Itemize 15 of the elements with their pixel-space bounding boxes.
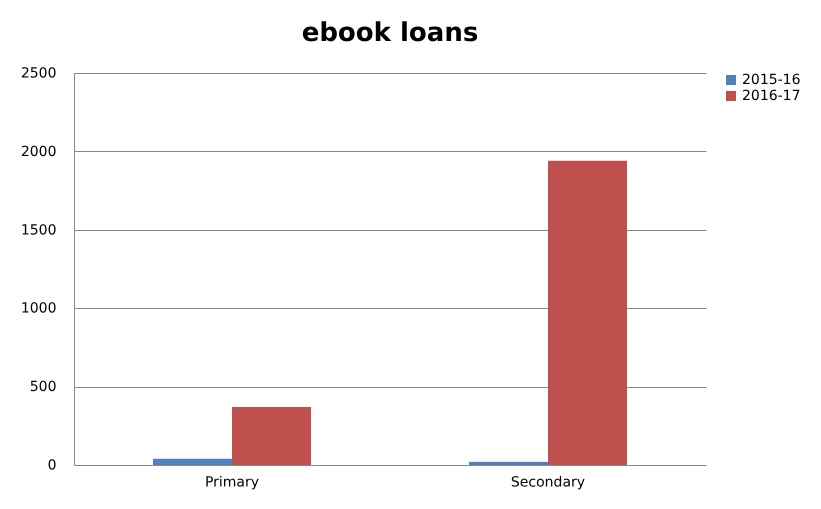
bar (548, 160, 627, 465)
bar (469, 462, 548, 465)
y-tick-label: 2000 (20, 144, 56, 160)
y-tick-label: 1500 (20, 222, 56, 238)
chart-title: ebook loans (302, 18, 478, 48)
y-tick-label: 500 (30, 379, 56, 396)
legend-label: 2016-17 (742, 88, 800, 104)
y-tick-label: 1000 (20, 300, 56, 317)
bar (232, 406, 311, 465)
bar (153, 458, 232, 465)
y-tick-label: 0 (48, 458, 56, 474)
x-tick-label: Secondary (510, 474, 586, 490)
y-tick-label: 2500 (20, 66, 56, 82)
x-tick-label: Primary (204, 474, 260, 490)
legend-label: 2015-16 (742, 72, 801, 88)
